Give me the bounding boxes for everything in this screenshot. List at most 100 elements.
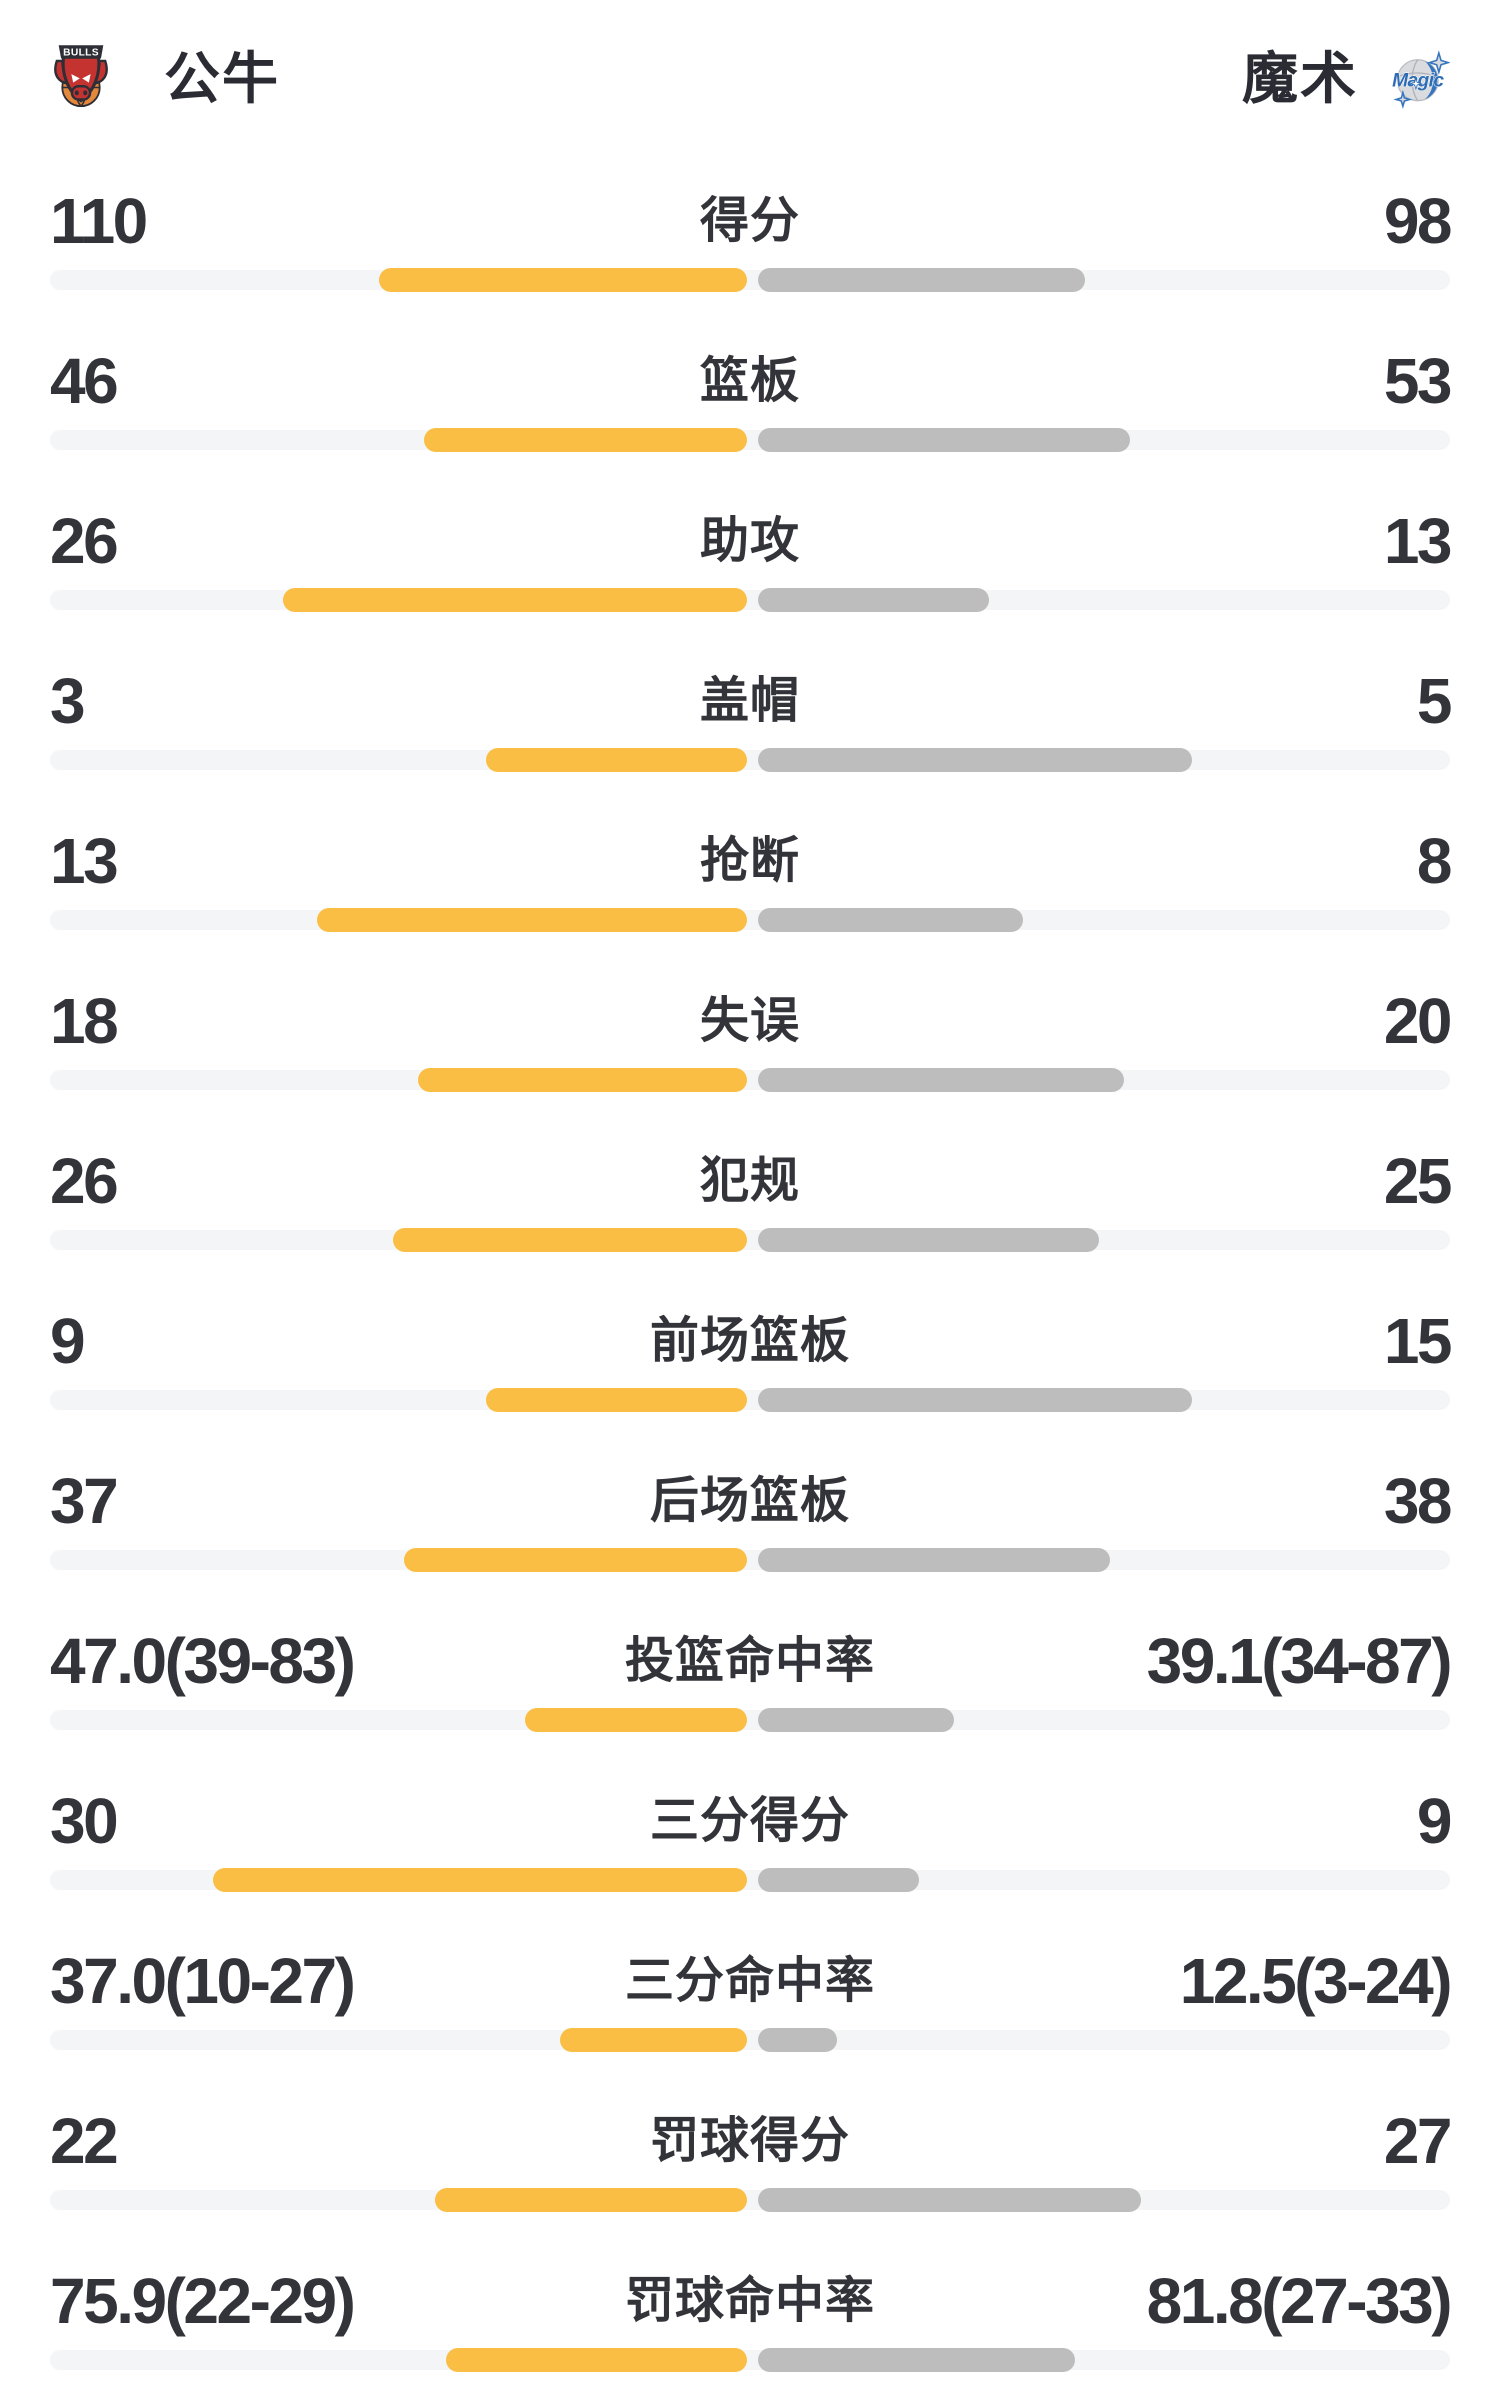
- left-team-value: 75.9(22-29): [50, 2265, 356, 2337]
- stat-values: 9 前场篮板 15: [50, 1305, 1453, 1377]
- right-team-bar: [758, 748, 1193, 772]
- right-team-bar: [758, 1068, 1124, 1092]
- stat-values: 26 助攻 13: [50, 505, 1453, 577]
- right-team-value: 25: [1383, 1145, 1453, 1217]
- stat-label: 失误: [699, 993, 800, 1048]
- stat-values: 30 三分得分 9: [50, 1785, 1453, 1857]
- right-team-value: 8: [1416, 825, 1453, 897]
- right-team-bar: [758, 2188, 1141, 2212]
- left-team-bar: [486, 748, 747, 772]
- stat-label: 犯规: [699, 1153, 800, 1208]
- stat-values: 37.0(10-27) 三分命中率 12.5(3-24): [50, 1945, 1453, 2017]
- stat-row: 75.9(22-29) 罚球命中率 81.8(27-33): [50, 2265, 1453, 2372]
- stat-row: 110 得分 98: [50, 185, 1453, 292]
- right-team: 魔术 Magic: [1242, 44, 1450, 114]
- stat-bar-track: [50, 908, 1450, 932]
- stat-row: 3 盖帽 5: [50, 665, 1453, 772]
- stat-label: 罚球得分: [649, 2113, 850, 2168]
- stat-bar-track: [50, 2348, 1450, 2372]
- stat-values: 22 罚球得分 27: [50, 2105, 1453, 2177]
- stat-label: 盖帽: [699, 673, 800, 728]
- left-team-value: 47.0(39-83): [50, 1625, 356, 1697]
- right-team-value: 27: [1383, 2105, 1453, 2177]
- stat-row: 9 前场篮板 15: [50, 1305, 1453, 1412]
- left-team-value: 22: [50, 2105, 119, 2177]
- left-team-name: 公牛: [164, 47, 280, 110]
- left-team-value: 13: [50, 825, 119, 897]
- stat-bar-track: [50, 1228, 1450, 1252]
- stat-values: 47.0(39-83) 投篮命中率 39.1(34-87): [50, 1625, 1453, 1697]
- right-team-value: 53: [1383, 345, 1453, 417]
- stat-row: 37.0(10-27) 三分命中率 12.5(3-24): [50, 1945, 1453, 2052]
- right-team-value: 9: [1416, 1785, 1453, 1857]
- stat-label: 投篮命中率: [624, 1633, 875, 1688]
- left-team-value: 18: [50, 985, 119, 1057]
- right-team-bar: [758, 268, 1086, 292]
- team-header: BULLS 公牛 魔术 Magic: [0, 0, 1500, 114]
- right-team-value: 98: [1383, 185, 1453, 257]
- stat-values: 46 篮板 53: [50, 345, 1453, 417]
- left-team-bar: [417, 1068, 747, 1092]
- stat-values: 37 后场篮板 38: [50, 1465, 1453, 1537]
- right-team-bar: [758, 908, 1023, 932]
- stat-values: 110 得分 98: [50, 185, 1453, 257]
- stat-bar-track: [50, 2028, 1450, 2052]
- left-team-bar: [525, 1708, 747, 1732]
- stat-values: 13 抢断 8: [50, 825, 1453, 897]
- stat-bar-track: [50, 588, 1450, 612]
- left-team-bar: [560, 2028, 747, 2052]
- stat-label: 后场篮板: [649, 1473, 850, 1528]
- right-team-bar: [758, 1548, 1111, 1572]
- stat-row: 46 篮板 53: [50, 345, 1453, 452]
- left-team-value: 46: [50, 345, 119, 417]
- left-team-bar: [423, 428, 747, 452]
- left-team-value: 3: [50, 665, 86, 737]
- stat-row: 13 抢断 8: [50, 825, 1453, 932]
- left-team-bar: [379, 268, 747, 292]
- left-team-bar: [446, 2348, 747, 2372]
- left-team-bar: [392, 1228, 747, 1252]
- right-team-bar: [758, 2028, 837, 2052]
- stat-row: 22 罚球得分 27: [50, 2105, 1453, 2212]
- right-team-value: 39.1(34-87): [1146, 1625, 1453, 1697]
- left-team-value: 9: [50, 1305, 86, 1377]
- right-team-value: 12.5(3-24): [1179, 1945, 1453, 2017]
- right-team-bar: [758, 1228, 1099, 1252]
- stat-label: 得分: [699, 193, 800, 248]
- left-team-value: 37: [50, 1465, 119, 1537]
- right-team-value: 15: [1383, 1305, 1453, 1377]
- stat-label: 助攻: [699, 513, 800, 568]
- right-team-bar: [758, 1708, 954, 1732]
- left-team-value: 110: [50, 185, 148, 257]
- right-team-value: 20: [1383, 985, 1453, 1057]
- stat-label: 抢断: [699, 833, 800, 888]
- stat-bar-track: [50, 1068, 1450, 1092]
- right-team-bar: [758, 1388, 1193, 1412]
- stat-values: 3 盖帽 5: [50, 665, 1453, 737]
- left-team-bar: [486, 1388, 747, 1412]
- stat-row: 30 三分得分 9: [50, 1785, 1453, 1892]
- stat-values: 26 犯规 25: [50, 1145, 1453, 1217]
- stat-row: 47.0(39-83) 投篮命中率 39.1(34-87): [50, 1625, 1453, 1732]
- stat-bar-track: [50, 2188, 1450, 2212]
- stat-values: 18 失误 20: [50, 985, 1453, 1057]
- left-team-value: 26: [50, 1145, 119, 1217]
- stat-row: 26 助攻 13: [50, 505, 1453, 612]
- left-team-bar: [212, 1868, 747, 1892]
- bulls-banner-text: BULLS: [63, 47, 99, 58]
- stat-bar-track: [50, 1388, 1450, 1412]
- stat-bar-track: [50, 1868, 1450, 1892]
- right-team-bar: [758, 1868, 919, 1892]
- right-team-value: 13: [1383, 505, 1453, 577]
- stat-values: 75.9(22-29) 罚球命中率 81.8(27-33): [50, 2265, 1453, 2337]
- right-team-name: 魔术: [1242, 47, 1358, 110]
- right-team-value: 81.8(27-33): [1146, 2265, 1453, 2337]
- stat-bar-track: [50, 1548, 1450, 1572]
- left-team-bar: [404, 1548, 747, 1572]
- stat-bar-track: [50, 1708, 1450, 1732]
- stat-label: 三分得分: [649, 1793, 850, 1848]
- stat-row: 37 后场篮板 38: [50, 1465, 1453, 1572]
- stat-label: 篮板: [699, 353, 800, 408]
- stat-bar-track: [50, 428, 1450, 452]
- magic-logo-icon: Magic: [1392, 50, 1450, 110]
